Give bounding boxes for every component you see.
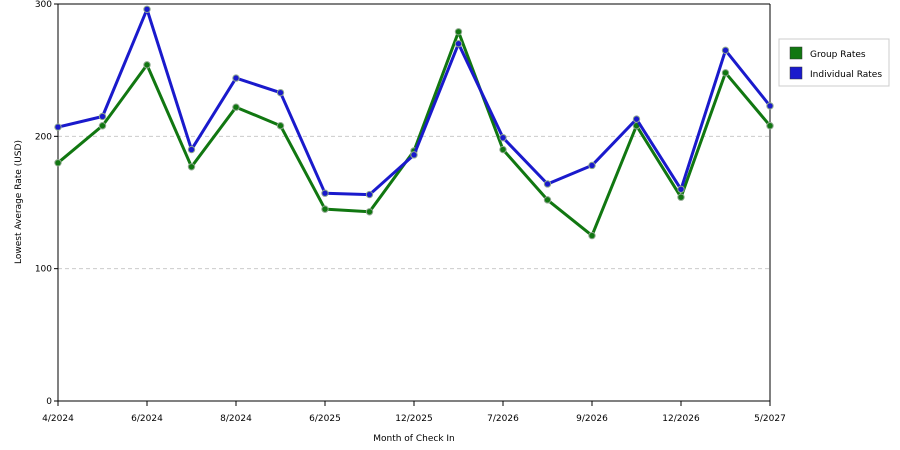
x-tick-label: 9/2026 xyxy=(576,414,608,424)
data-point-group-rates xyxy=(499,145,507,154)
legend-swatch-group-rates xyxy=(789,46,803,60)
data-point-individual-rates xyxy=(321,189,329,197)
data-point-individual-rates xyxy=(143,5,151,13)
x-tick-label: 4/2024 xyxy=(42,414,74,424)
data-point-group-rates xyxy=(721,69,730,77)
x-tick-label: 6/2025 xyxy=(309,414,341,424)
data-point-group-rates xyxy=(588,231,596,240)
data-point-group-rates xyxy=(454,28,463,36)
series-layer xyxy=(54,5,774,240)
data-point-group-rates xyxy=(365,208,374,216)
data-point-individual-rates xyxy=(499,133,507,142)
x-tick-label: 5/2027 xyxy=(754,414,786,424)
data-point-group-rates xyxy=(54,159,62,167)
x-tick-label: 12/2026 xyxy=(662,414,700,424)
axis-layer xyxy=(57,3,771,402)
data-point-individual-rates xyxy=(677,185,685,193)
data-point-individual-rates xyxy=(365,190,374,199)
y-axis-label: Lowest Average Rate (USD) xyxy=(14,140,24,264)
data-point-group-rates xyxy=(766,122,774,130)
data-point-group-rates xyxy=(276,122,285,130)
legend-label-group-rates: Group Rates xyxy=(810,50,866,60)
data-point-individual-rates xyxy=(454,40,463,48)
data-point-group-rates xyxy=(677,193,685,201)
data-point-individual-rates xyxy=(54,123,62,131)
data-point-individual-rates xyxy=(543,180,552,188)
y-tick-label: 200 xyxy=(35,132,52,142)
data-point-group-rates xyxy=(187,163,196,171)
y-tick-label: 300 xyxy=(35,0,52,10)
x-tick-label: 7/2026 xyxy=(487,414,519,424)
data-point-individual-rates xyxy=(410,151,418,159)
legend-label-individual-rates: Individual Rates xyxy=(810,70,882,80)
x-axis-label: Month of Check In xyxy=(373,434,455,444)
x-tick-label: 8/2024 xyxy=(220,414,252,424)
x-tick-label: 12/2025 xyxy=(395,414,432,424)
data-point-individual-rates xyxy=(232,74,240,82)
data-point-individual-rates xyxy=(632,115,641,123)
data-point-group-rates xyxy=(98,122,107,130)
x-tick-label: 6/2024 xyxy=(131,414,163,424)
y-tick-label: 100 xyxy=(35,265,52,275)
data-point-individual-rates xyxy=(721,46,730,55)
y-tick-layer: 0 100 200 300 xyxy=(35,0,58,407)
data-point-group-rates xyxy=(143,61,151,69)
data-point-individual-rates xyxy=(187,145,196,154)
data-point-group-rates xyxy=(232,103,240,111)
legend: Group Rates Individual Rates xyxy=(778,38,890,87)
data-point-individual-rates xyxy=(766,102,774,110)
data-point-group-rates xyxy=(543,196,552,204)
x-tick-layer: 4/2024 6/2024 8/2024 6/2025 12/2025 7/2026 9/2… xyxy=(42,401,786,424)
data-point-individual-rates xyxy=(276,88,285,97)
data-point-group-rates xyxy=(321,205,329,213)
data-point-individual-rates xyxy=(98,112,107,121)
legend-swatch-individual-rates xyxy=(789,66,803,80)
data-point-individual-rates xyxy=(588,161,596,170)
y-tick-label: 0 xyxy=(46,397,52,407)
